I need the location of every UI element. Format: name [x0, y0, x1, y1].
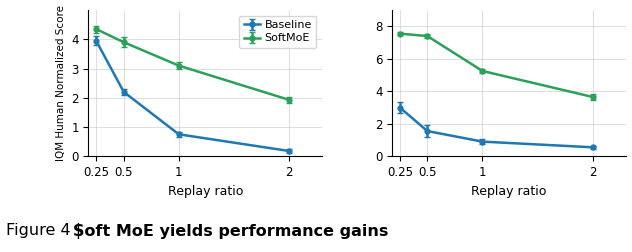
Y-axis label: IQM Human Normalized Score: IQM Human Normalized Score: [56, 5, 66, 161]
Text: Figure 4 |: Figure 4 |: [6, 224, 87, 239]
X-axis label: Replay ratio: Replay ratio: [167, 184, 243, 198]
Text: Soft MoE yields performance gains: Soft MoE yields performance gains: [73, 224, 388, 239]
Legend: Baseline, SoftMoE: Baseline, SoftMoE: [239, 16, 317, 48]
X-axis label: Replay ratio: Replay ratio: [471, 184, 547, 198]
